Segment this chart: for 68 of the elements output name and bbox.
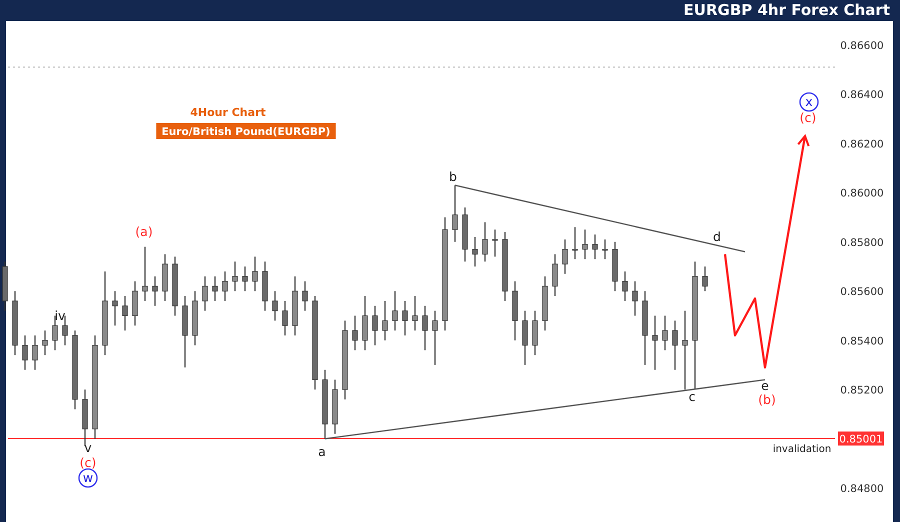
candlestick [622, 270, 628, 302]
candlestick [492, 228, 498, 258]
annotation: d [713, 229, 721, 244]
y-tick-label: 0.86000 [840, 188, 884, 200]
candlestick [232, 260, 238, 292]
annotation: Euro/British Pound(EURGBP) [162, 126, 330, 138]
candlestick [42, 330, 48, 356]
chart-title: EURGBP 4hr Forex Chart [684, 1, 890, 19]
annotation: a [318, 444, 326, 459]
annotation: w [82, 470, 94, 485]
candlestick [422, 305, 428, 351]
annotation: (b) [758, 392, 776, 407]
annotation: iv [54, 308, 66, 323]
candlestick [662, 315, 668, 351]
ref-line-label: 0.85001 [839, 434, 883, 446]
y-tick-label: 0.86400 [840, 89, 884, 102]
text: 4Hour Chart [190, 106, 266, 119]
candlestick [392, 290, 398, 332]
annotation: b [449, 169, 458, 184]
annotation: invalidation [772, 444, 832, 455]
candlestick [472, 236, 478, 268]
y-tick-label: 0.84800 [840, 483, 884, 495]
y-tick-label: 0.85800 [840, 236, 884, 249]
candlestick [602, 238, 608, 260]
candlestick [682, 310, 688, 390]
candlestick [482, 222, 488, 262]
candlestick [582, 228, 588, 260]
candlestick [222, 270, 228, 302]
annotation: e [761, 378, 770, 393]
candlestick [432, 310, 438, 366]
candlestick [452, 184, 458, 242]
candlestick [112, 290, 118, 326]
annotation: (a) [135, 224, 153, 239]
candlestick [592, 234, 598, 260]
y-tick-label: 0.85200 [840, 384, 884, 397]
y-tick-label: 0.85600 [840, 286, 884, 298]
candlestick [22, 334, 28, 370]
candlestick [562, 238, 568, 274]
annotation: (c) [800, 110, 816, 125]
y-tick-label: 0.86600 [840, 40, 884, 52]
candlestick [142, 246, 148, 302]
candlestick [632, 280, 638, 316]
candlestick [212, 276, 218, 302]
candlestick [242, 266, 248, 292]
y-tick-label: 0.86200 [840, 138, 884, 150]
candlestick [32, 334, 38, 370]
candlestick [382, 300, 388, 341]
candlestick [282, 300, 288, 336]
candlestick [252, 256, 258, 292]
candlestick [372, 305, 378, 346]
candlestick [702, 266, 708, 292]
candlestick [352, 315, 358, 351]
candlestick [122, 295, 128, 332]
annotation: c [688, 389, 696, 404]
candlestick [412, 295, 418, 332]
candlestick [652, 315, 658, 370]
candlestick [672, 320, 678, 370]
candlestick [552, 254, 558, 297]
candlestick [302, 280, 308, 312]
candlestick [402, 300, 408, 336]
annotation: v [84, 440, 92, 455]
y-tick-label: 0.85400 [840, 335, 884, 348]
candlestick [572, 226, 578, 260]
annotation: (c) [80, 455, 96, 470]
candlestick [272, 290, 278, 322]
annotation: x [805, 94, 813, 109]
candlestick [202, 276, 208, 312]
candlestick [152, 276, 158, 306]
